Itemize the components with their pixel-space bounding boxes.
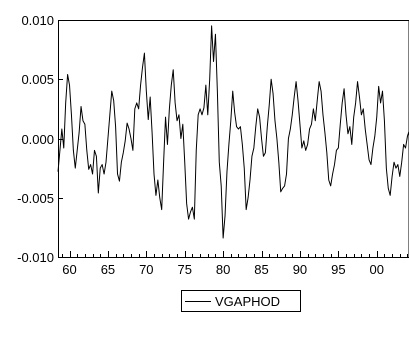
legend: VGAPHOD [181,290,301,312]
x-tick-label: 80 [216,262,230,277]
x-tick-label: 70 [139,262,153,277]
plot-area [58,20,409,258]
y-tick-label: -0.005 [17,191,54,206]
x-tick-label: 85 [254,262,268,277]
x-tick-label: 95 [331,262,345,277]
y-axis: -0.010 -0.005 0.000 0.005 0.010 [17,13,63,265]
x-tick-label: 60 [62,262,76,277]
y-tick-label: 0.010 [21,13,54,28]
x-tick-label: 90 [293,262,307,277]
x-tick-label: 75 [177,262,191,277]
legend-box [181,290,301,312]
series-line-0 [57,25,409,239]
x-axis: 60 65 70 75 80 85 90 95 00 [62,251,408,277]
x-tick-label: 65 [101,262,115,277]
legend-label: VGAPHOD [215,294,280,309]
x-tick-label: 00 [370,262,384,277]
plot-frame [58,20,409,258]
series-group [57,25,409,239]
y-tick-label: 0.000 [21,132,54,147]
y-tick-label: -0.010 [17,250,54,265]
y-tick-label: 0.005 [21,72,54,87]
